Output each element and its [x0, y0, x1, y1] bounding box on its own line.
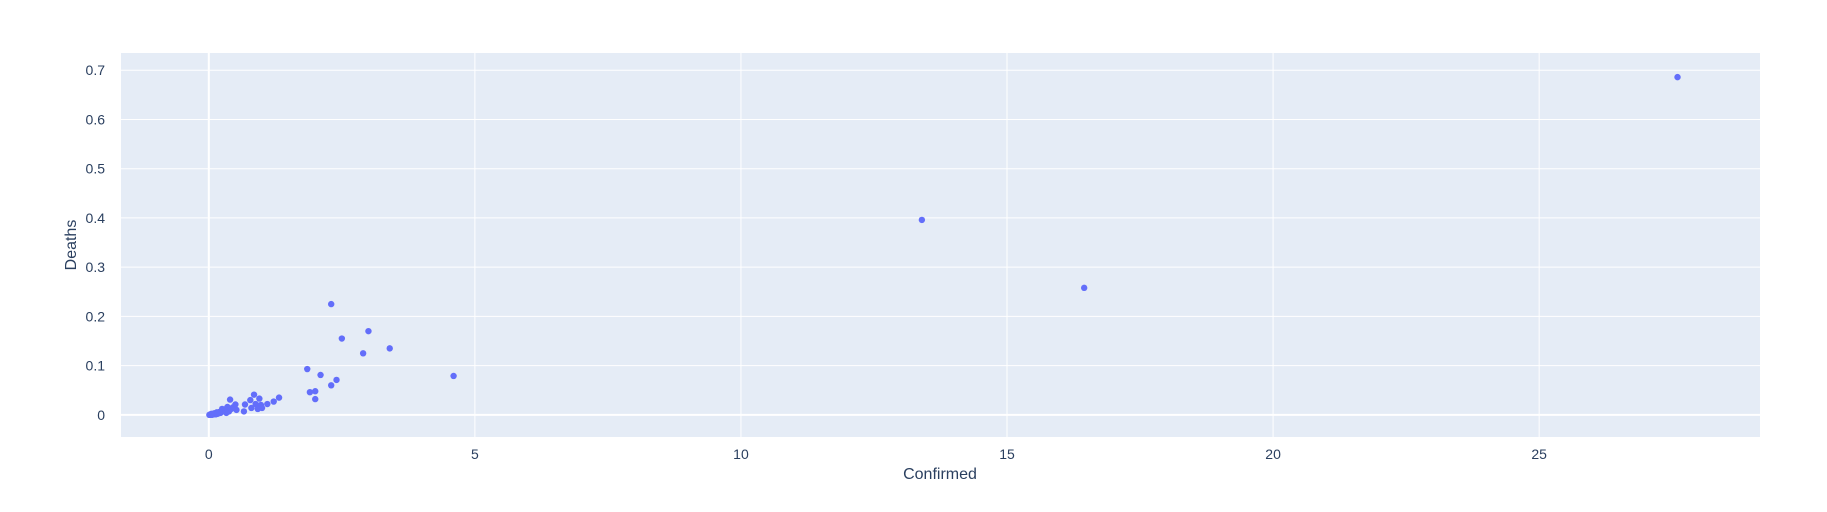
scatter-point[interactable] — [241, 401, 249, 408]
scatter-point[interactable] — [252, 400, 259, 408]
scatter-point[interactable] — [312, 395, 319, 403]
y-tick-label: 0.6 — [86, 111, 106, 127]
y-tick-label: 0.2 — [86, 308, 106, 324]
scatter-point[interactable] — [312, 388, 319, 395]
x-axis-ticks: 0 5 10 15 20 25 — [205, 446, 1547, 462]
scatter-point[interactable] — [365, 327, 372, 335]
scatter-point[interactable] — [306, 389, 314, 396]
scatter-point[interactable] — [386, 345, 393, 352]
scatter-point[interactable] — [327, 382, 335, 389]
scatter-point[interactable] — [1674, 73, 1681, 81]
scatter-point[interactable] — [275, 394, 283, 401]
scatter-point[interactable] — [226, 396, 234, 403]
scatter-point[interactable] — [317, 371, 324, 379]
scatter-point[interactable] — [256, 395, 263, 402]
scatter-point[interactable] — [248, 404, 255, 412]
x-tick-label: 0 — [205, 446, 213, 462]
x-tick-label: 20 — [1265, 446, 1281, 462]
scatter-point[interactable] — [233, 406, 240, 414]
scatter-point[interactable] — [223, 409, 230, 417]
scatter-point[interactable] — [270, 398, 277, 405]
plot-background — [121, 53, 1760, 437]
y-tick-label: 0 — [97, 407, 105, 423]
scatter-point[interactable] — [258, 404, 266, 412]
y-tick-label: 0.5 — [86, 161, 106, 177]
scatter-point[interactable] — [333, 376, 340, 384]
scatter-point[interactable] — [918, 216, 926, 224]
y-axis-ticks: 0 0.1 0.2 0.3 0.4 0.5 0.6 0.7 — [86, 62, 106, 423]
y-tick-label: 0.3 — [86, 259, 106, 275]
scatter-point[interactable] — [247, 396, 254, 404]
scatter-point[interactable] — [450, 372, 457, 380]
scatter-point[interactable] — [214, 410, 221, 418]
grid-lines — [121, 53, 1760, 437]
x-axis-title: Confirmed — [903, 466, 977, 483]
scatter-point[interactable] — [1080, 284, 1088, 292]
y-axis-title: Deaths — [63, 220, 80, 271]
x-tick-label: 5 — [471, 446, 479, 462]
scatter-point[interactable] — [264, 400, 271, 408]
data-points — [206, 73, 1681, 419]
y-tick-label: 0.4 — [86, 210, 106, 226]
scatter-point[interactable] — [338, 335, 346, 342]
scatter-point[interactable] — [240, 408, 248, 415]
scatter-point[interactable] — [359, 350, 367, 357]
scatter-point[interactable] — [250, 391, 258, 398]
scatter-point[interactable] — [304, 365, 311, 373]
x-tick-label: 15 — [999, 446, 1015, 462]
x-tick-label: 25 — [1531, 446, 1547, 462]
scatter-point[interactable] — [327, 300, 335, 308]
y-tick-label: 0.1 — [86, 358, 106, 374]
y-tick-label: 0.7 — [86, 62, 106, 78]
x-tick-label: 10 — [733, 446, 749, 462]
